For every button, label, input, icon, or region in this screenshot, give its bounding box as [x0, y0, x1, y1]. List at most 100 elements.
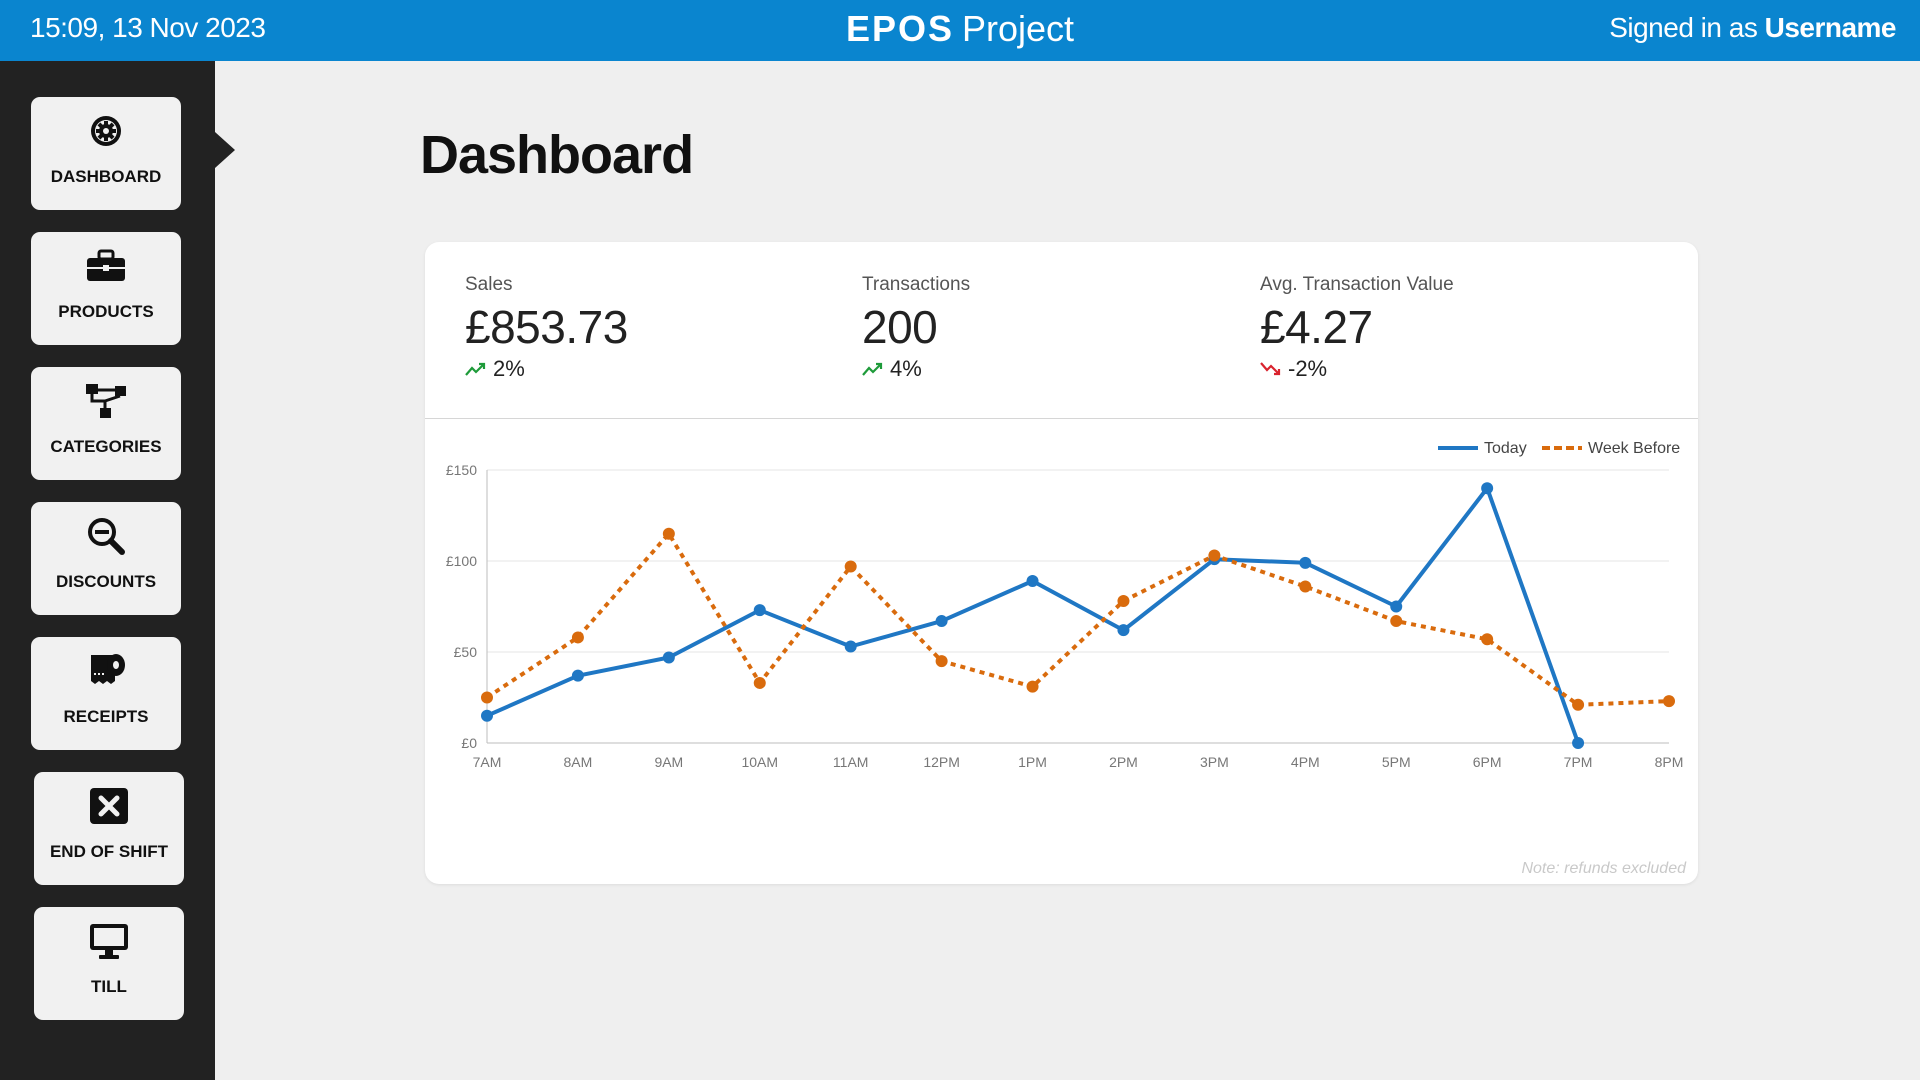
x-tick-label: 9AM [654, 754, 683, 770]
stat-change: -2% [1260, 356, 1620, 382]
trend-up-icon [465, 362, 486, 376]
data-point [1117, 595, 1130, 608]
brand-name: EPOS [845, 8, 954, 49]
legend-label: Week Before [1588, 440, 1680, 457]
legend-label: Today [1484, 440, 1527, 457]
x-tick-label: 7PM [1564, 754, 1593, 770]
y-tick-label: £100 [446, 553, 477, 569]
trend-down-icon [1260, 362, 1281, 376]
y-tick-label: £0 [461, 735, 477, 751]
stat-change-value: 2% [493, 356, 525, 381]
data-point [1572, 737, 1585, 749]
stat-label: Avg. Transaction Value [1260, 274, 1454, 295]
sidebar-item-products[interactable]: PRODUCTS [31, 232, 181, 345]
divider [425, 418, 1698, 419]
x-tick-label: 6PM [1473, 754, 1502, 770]
stat-label: Transactions [862, 274, 971, 295]
stat-label: Sales [465, 274, 513, 295]
x-tick-label: 8PM [1655, 754, 1684, 770]
sidebar-item-label: RECEIPTS [63, 707, 149, 726]
sidebar-item-label: END OF SHIFT [49, 842, 169, 861]
active-indicator [215, 132, 235, 168]
stat-value: £4.27 [1260, 301, 1373, 353]
sidebar-item-dashboard[interactable]: DASHBOARD [31, 97, 181, 210]
data-point [662, 527, 675, 540]
stat-value: £853.73 [465, 301, 628, 353]
data-point [1390, 600, 1403, 613]
stat-value: 200 [862, 301, 938, 353]
x-tick-label: 8AM [564, 754, 593, 770]
data-point [753, 604, 766, 617]
data-point [844, 560, 857, 573]
series-line-week-before [485, 531, 1670, 707]
top-bar: 15:09, 13 Nov 2023 EPOS Project Signed in… [0, 0, 1920, 61]
sidebar-item-end-of-shift[interactable]: END OF SHIFT [34, 772, 184, 885]
stat-change: 4% [862, 356, 1222, 382]
page-title: Dashboard [420, 125, 694, 185]
brand-logo: EPOS Project [0, 8, 1920, 50]
trend-up-icon [862, 362, 883, 376]
x-tick-label: 3PM [1200, 754, 1229, 770]
sidebar-item-receipts[interactable]: RECEIPTS [31, 637, 181, 750]
data-point [1117, 624, 1130, 637]
brand-suffix: Project [962, 8, 1075, 49]
x-tick-label: 2PM [1109, 754, 1138, 770]
data-point [481, 709, 493, 722]
data-point [1026, 680, 1039, 693]
data-point [1299, 580, 1312, 593]
y-tick-label: £150 [446, 462, 477, 478]
x-tick-label: 11AM [833, 754, 869, 770]
data-point [935, 615, 948, 628]
signed-in-prefix: Signed in as [1609, 12, 1765, 43]
y-tick-label: £50 [454, 644, 478, 660]
sidebar-item-label: TILL [91, 977, 127, 996]
stat-change-value: 4% [890, 356, 922, 381]
sidebar-item-discounts[interactable]: DISCOUNTS [31, 502, 181, 615]
data-point [571, 669, 584, 682]
data-point [1481, 482, 1494, 495]
chart-note: Note: refunds excluded [1521, 860, 1686, 877]
x-tick-label: 10AM [741, 754, 778, 770]
monitor-icon [34, 921, 184, 961]
sidebar-item-label: CATEGORIES [50, 437, 162, 456]
data-point [571, 631, 584, 644]
sales-line-chart: £0 £50 £100 £150 7AM 8AM 9AM 10AM 11AM 12PM 1PM 2PM… [446, 440, 1684, 770]
data-point [481, 691, 493, 704]
sidebar: DASHBOARD PRODUCTS CATEGORIES [0, 61, 215, 1080]
dashboard-card: Sales £853.73 2% Transactions 200 4% Avg… [425, 242, 1698, 884]
data-point [1299, 556, 1312, 569]
datetime: 15:09, 13 Nov 2023 [30, 12, 266, 43]
x-tick-label: 7AM [473, 754, 502, 770]
data-point [935, 655, 948, 668]
x-tick-label: 1PM [1018, 754, 1047, 770]
x-tick-label: 5PM [1382, 754, 1411, 770]
sidebar-item-label: PRODUCTS [58, 302, 154, 321]
username[interactable]: Username [1764, 12, 1897, 43]
sidebar-item-label: DISCOUNTS [55, 572, 157, 591]
x-tick-label: 4PM [1291, 754, 1320, 770]
data-point [1572, 698, 1585, 711]
sidebar-item-label: DASHBOARD [50, 167, 162, 186]
data-point [753, 676, 766, 689]
stat-change-value: -2% [1288, 356, 1328, 381]
signed-in-status: Signed in as Username [1609, 12, 1896, 44]
data-point [662, 651, 675, 664]
sitemap-icon [31, 381, 181, 421]
data-point [1390, 615, 1403, 628]
sidebar-item-till[interactable]: TILL [34, 907, 184, 1020]
gear-icon [31, 111, 181, 151]
stat-transactions: Transactions 200 4% [862, 274, 1222, 382]
stat-avg-transaction: Avg. Transaction Value £4.27 -2% [1260, 274, 1620, 382]
sidebar-item-categories[interactable]: CATEGORIES [31, 367, 181, 480]
receipt-roll-icon [31, 651, 181, 691]
stat-sales: Sales £853.73 2% [465, 274, 825, 382]
x-tick-label: 12PM [923, 754, 960, 770]
series-line-today [486, 486, 1580, 744]
data-point [1208, 549, 1221, 562]
close-box-icon [34, 786, 184, 826]
data-point [844, 640, 857, 653]
zoom-out-icon [31, 516, 181, 556]
stat-change: 2% [465, 356, 825, 382]
briefcase-icon [31, 246, 181, 286]
data-point [1026, 575, 1039, 588]
